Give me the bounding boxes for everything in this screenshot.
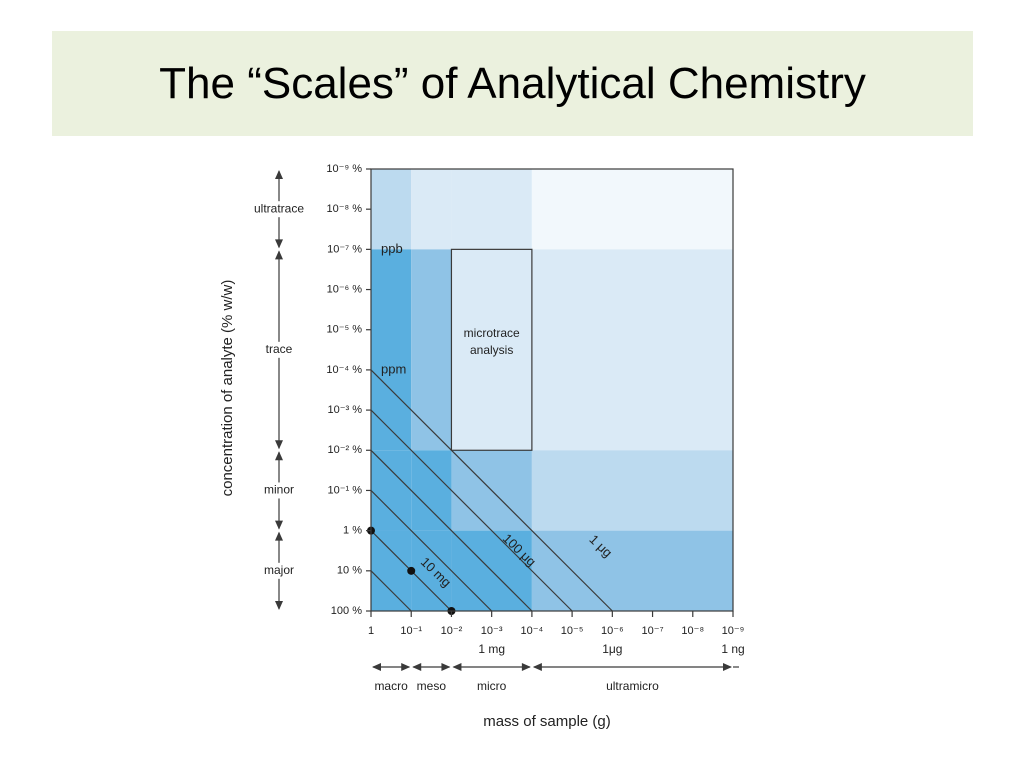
region-cell [371, 169, 412, 250]
y-tick-label: 100 % [331, 605, 362, 617]
range-arrowhead [401, 663, 411, 671]
x-tick-label: 10⁻² [441, 625, 463, 637]
range-arrowhead [532, 663, 542, 671]
region-cell [371, 450, 412, 531]
title-band: The “Scales” of Analytical Chemistry [52, 31, 973, 136]
region-cell [371, 249, 412, 451]
y-tick-label: 10⁻³ % [327, 404, 362, 416]
range-arrowhead [275, 239, 283, 249]
x-axis-title: mass of sample (g) [483, 713, 611, 730]
y-tick-label: 10 % [337, 565, 362, 577]
concentration-range-label: major [264, 563, 294, 577]
region-cell [531, 450, 733, 531]
range-arrowhead [412, 663, 422, 671]
plot-frame [370, 168, 734, 612]
axes: 10⁻⁹ % 10⁻⁸ % 10⁻⁷ % 10⁻⁶ % 10⁻⁵ % 10⁻⁴ % 10⁻³… [326, 163, 744, 656]
range-arrowhead [372, 663, 381, 671]
y-tick-label: 10⁻⁶ % [327, 283, 363, 295]
mass-range-label: ultramicro [606, 679, 659, 693]
concentration-range-label: minor [264, 483, 294, 497]
x-tick-label: 10⁻⁷ [642, 625, 664, 637]
y-tick-label: 10⁻⁴ % [326, 364, 362, 376]
region-macro-major [371, 530, 412, 611]
range-arrowhead [441, 663, 451, 671]
region-cell [411, 450, 452, 531]
diagonal-line [370, 490, 493, 612]
range-label-bg [260, 562, 298, 579]
range-arrowhead [452, 663, 462, 671]
analysis-label: analysis [470, 343, 513, 357]
x-tick-label: 10⁻⁹ [722, 625, 745, 637]
x-tick-label: 10⁻⁴ [520, 625, 543, 637]
range-arrowhead [275, 520, 283, 530]
diagonal-line [370, 409, 573, 612]
x-unit-label: 1 mg [478, 642, 505, 656]
slide-title: The “Scales” of Analytical Chemistry [159, 58, 866, 108]
mass-range-label: micro [477, 679, 507, 693]
x-tick-label: 10⁻³ [481, 625, 503, 637]
range-arrowhead [275, 170, 283, 179]
x-unit-label: 1μg [602, 642, 622, 656]
range-arrowhead [275, 440, 283, 450]
mass-range-label: macro [374, 679, 408, 693]
range-arrowhead [275, 451, 283, 461]
mass-range-label: meso [417, 679, 447, 693]
concentration-range-label: ultratrace [254, 201, 304, 215]
range-arrowhead [275, 531, 283, 541]
x-tick-label: 10⁻¹ [400, 625, 422, 637]
reference-point [407, 566, 416, 575]
range-arrowhead [275, 601, 283, 610]
range-label-bg [260, 482, 298, 499]
concentration-range-label: trace [266, 342, 293, 356]
region-cell [411, 249, 452, 451]
region-cell [411, 169, 452, 250]
range-label-bg [244, 201, 314, 218]
y-tick-label: 10⁻¹ % [327, 484, 362, 496]
y-tick-label: 10⁻⁹ % [326, 163, 362, 175]
x-tick-label: 10⁻⁶ [601, 625, 624, 637]
region-cell [531, 169, 733, 250]
range-brackets: ultratrace trace minor major macro meso micro u… [244, 170, 739, 693]
microtrace-label: microtrace [464, 326, 520, 340]
y-tick-label: 10⁻² % [327, 444, 362, 456]
x-unit-label: 1 ng [721, 642, 744, 656]
y-tick-label: 10⁻⁵ % [327, 324, 363, 336]
range-arrowhead [521, 663, 531, 671]
y-tick-label: 10⁻⁷ % [327, 243, 362, 255]
y-tick-label: 1 % [343, 525, 362, 537]
region-cell [531, 249, 733, 451]
diagonal-line [370, 570, 412, 612]
diagonal-line [370, 369, 613, 612]
y-tick-label: 10⁻⁸ % [326, 203, 362, 215]
range-arrowhead [275, 250, 283, 260]
y-axis-title: concentration of analyte (% w/w) [219, 280, 236, 497]
x-tick-label: 1 [368, 625, 374, 637]
diagonal-line [370, 449, 533, 612]
x-tick-label: 10⁻⁵ [561, 625, 584, 637]
range-arrowhead [723, 663, 732, 671]
range-label-bg [260, 341, 298, 358]
x-tick-label: 10⁻⁸ [681, 625, 704, 637]
ppb-label: ppb [381, 241, 403, 256]
region-cell [411, 530, 452, 611]
ppm-label: ppm [381, 361, 406, 376]
region-cell [531, 530, 733, 611]
microtrace-box [450, 248, 533, 451]
region-cell [451, 169, 532, 250]
